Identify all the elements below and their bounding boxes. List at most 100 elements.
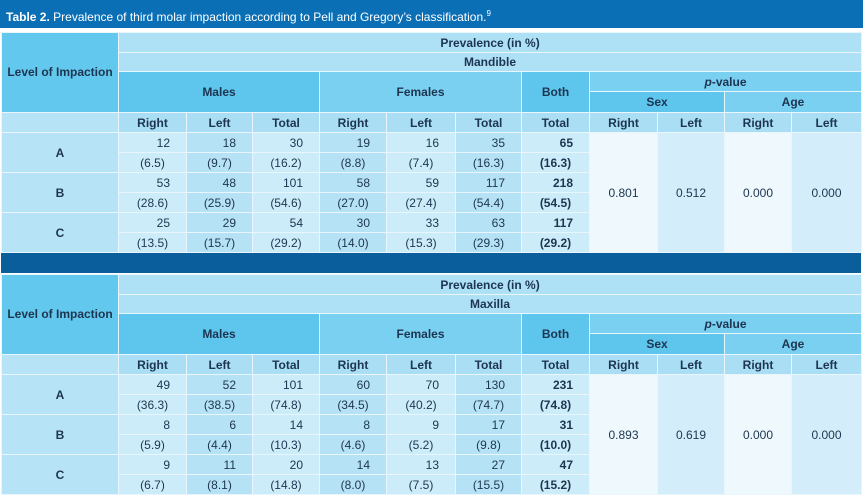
count-cell: 35 <box>455 132 522 153</box>
pvalue-header: p-value <box>589 313 862 334</box>
table-row: (6.7) (8.1) (14.8) (8.0) (7.5) (15.5) (15.2) <box>2 474 862 495</box>
table-row: Maxilla <box>2 294 862 314</box>
column-header: Total <box>455 112 522 133</box>
table-row: Males Females Both p-value <box>2 313 862 355</box>
level-label: C <box>1 212 119 253</box>
column-header: Left <box>186 354 253 375</box>
percent-cell: (29.2) <box>521 232 590 253</box>
count-cell: 218 <box>521 172 590 193</box>
percent-cell: (74.8) <box>521 394 590 415</box>
pvalue-cell: 0.893 <box>589 374 658 495</box>
table-row: Level of Impaction Prevalence (in %) <box>1 32 862 113</box>
percent-cell: (27.0) <box>319 192 387 213</box>
subgroup-header: Age <box>724 91 862 113</box>
table-row: C 25 29 54 30 33 63 117 <box>1 212 862 253</box>
pvalue-header: p-value <box>589 71 862 92</box>
level-label: A <box>1 132 119 173</box>
count-cell: 49 <box>118 374 187 395</box>
count-cell: 101 <box>252 374 320 395</box>
count-cell: 33 <box>386 212 456 233</box>
pvalue-cell: 0.000 <box>724 132 792 253</box>
separator <box>1 253 861 273</box>
group-header: Both <box>521 313 590 355</box>
blank <box>1 112 119 133</box>
count-cell: 9 <box>118 454 187 475</box>
percent-cell: (54.5) <box>521 192 590 213</box>
column-header: Total <box>252 112 320 133</box>
count-cell: 19 <box>319 132 387 153</box>
percent-cell: (7.5) <box>386 474 456 495</box>
percent-cell: (4.6) <box>319 434 387 455</box>
count-cell: 58 <box>319 172 387 193</box>
jaw-header: Maxilla <box>118 294 862 314</box>
jaw-header: Mandible <box>118 52 862 72</box>
percent-cell: (13.5) <box>118 232 187 253</box>
percent-cell: (16.2) <box>252 152 320 173</box>
percent-cell: (8.1) <box>186 474 253 495</box>
table-row: Sex Age <box>2 333 862 355</box>
count-cell: 130 <box>455 374 522 395</box>
group-header: Females <box>319 313 522 355</box>
percent-cell: (9.8) <box>455 434 522 455</box>
level-header: Level of Impaction <box>1 274 119 355</box>
level-label: B <box>1 414 119 455</box>
percent-cell: (54.6) <box>252 192 320 213</box>
column-header: Right <box>589 112 658 133</box>
title-text: Prevalence of third molar impaction acco… <box>53 10 487 24</box>
table-row: Sex Age <box>2 91 862 113</box>
level-label: C <box>1 454 119 495</box>
percent-cell: (7.4) <box>386 152 456 173</box>
table-row: (36.3) (38.5) (74.8) (34.5) (40.2) (74.7) (74.… <box>2 394 862 415</box>
count-cell: 27 <box>455 454 522 475</box>
table-row: C 9 11 20 14 13 27 47 <box>1 454 862 495</box>
group-header: Males <box>118 71 320 113</box>
column-header: Left <box>186 112 253 133</box>
percent-cell: (34.5) <box>319 394 387 415</box>
data-table: Level of Impaction Prevalence (in %) Mandi… <box>1 32 862 253</box>
table-row: Level of Impaction Prevalence (in %) <box>1 274 862 355</box>
column-header: Total <box>521 112 590 133</box>
table-row: Right Left Total Right Left Total Total Right Le… <box>1 354 862 375</box>
column-header: Right <box>118 354 187 375</box>
column-header: Right <box>118 112 187 133</box>
table-row: (13.5) (15.7) (29.2) (14.0) (15.3) (29.3) (29.… <box>2 232 862 253</box>
count-cell: 48 <box>186 172 253 193</box>
percent-cell: (15.5) <box>455 474 522 495</box>
title-ref: 9 <box>486 9 491 18</box>
count-cell: 13 <box>386 454 456 475</box>
group-header: Males <box>118 313 320 355</box>
column-header: Left <box>386 112 456 133</box>
table-row: (6.5) (9.7) (16.2) (8.8) (7.4) (16.3) (16.3) <box>2 152 862 173</box>
level-header: Level of Impaction <box>1 32 119 113</box>
count-cell: 117 <box>455 172 522 193</box>
count-cell: 52 <box>186 374 253 395</box>
pvalue-cell: 0.619 <box>657 374 725 495</box>
count-cell: 30 <box>319 212 387 233</box>
percent-cell: (25.9) <box>186 192 253 213</box>
count-cell: 12 <box>118 132 187 153</box>
count-cell: 30 <box>252 132 320 153</box>
column-header: Left <box>657 112 725 133</box>
prevalence-header: Prevalence (in %) <box>118 32 862 53</box>
percent-cell: (15.3) <box>386 232 456 253</box>
percent-cell: (74.7) <box>455 394 522 415</box>
percent-cell: (14.8) <box>252 474 320 495</box>
pvalue-cell: 0.801 <box>589 132 658 253</box>
count-cell: 231 <box>521 374 590 395</box>
count-cell: 47 <box>521 454 590 475</box>
count-cell: 9 <box>386 414 456 435</box>
subgroup-header: Age <box>724 333 862 355</box>
column-header: Left <box>791 112 862 133</box>
table-title: Table 2. Prevalence of third molar impac… <box>0 0 863 28</box>
count-cell: 54 <box>252 212 320 233</box>
count-cell: 65 <box>521 132 590 153</box>
blank <box>1 354 119 375</box>
prevalence-header: Prevalence (in %) <box>118 274 862 295</box>
percent-cell: (16.3) <box>521 152 590 173</box>
count-cell: 17 <box>455 414 522 435</box>
column-header: Total <box>252 354 320 375</box>
table-row: B 53 48 101 58 59 117 218 <box>1 172 862 213</box>
pvalue-cell: 0.512 <box>657 132 725 253</box>
group-header: Both <box>521 71 590 113</box>
